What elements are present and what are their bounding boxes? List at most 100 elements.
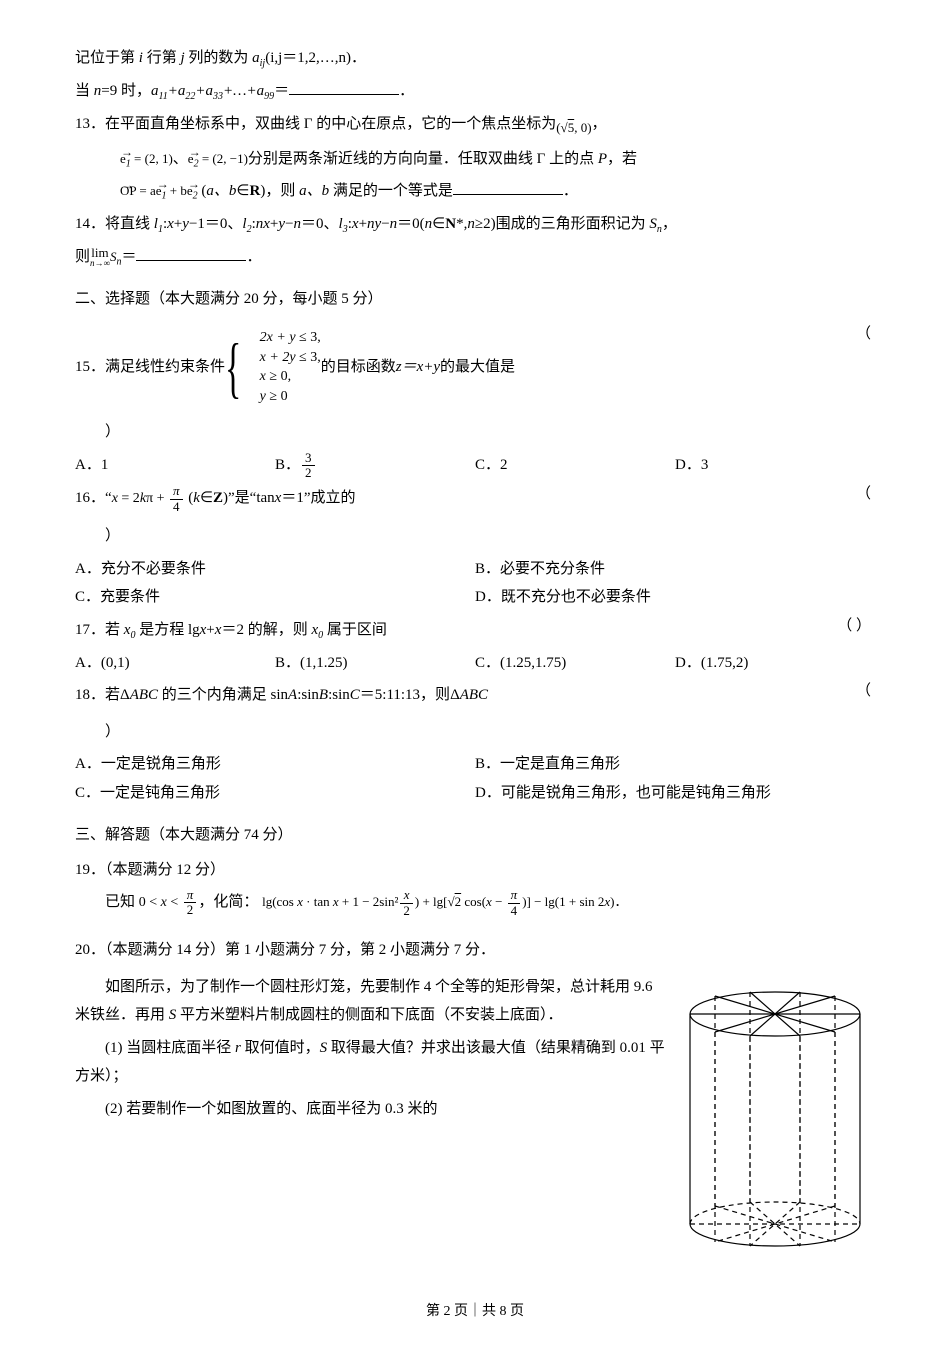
- comma: ，: [662, 216, 677, 232]
- constraint-system: { 2x + y ≤ 3, x + 2y ≤ 3, x ≥ 0, y ≥ 0: [225, 328, 321, 406]
- q20-sub1: (1) 当圆柱底面半径 r 取何值时，S 取得最大值？并求出该最大值（结果精确到…: [75, 1034, 665, 1091]
- q20-title: 20．（本题满分 14 分）第 1 小题满分 7 分，第 2 小题满分 7 分．: [75, 936, 875, 965]
- text: 当: [75, 83, 94, 99]
- q20-sub2: (2) 若要制作一个如图放置的、底面半径为 0.3 米的: [75, 1095, 665, 1124]
- choice-B: B．32: [275, 451, 475, 481]
- text: ．: [351, 50, 366, 66]
- eq1: :x+y−1＝0、: [163, 216, 242, 232]
- text: ∈: [432, 216, 445, 232]
- q15-line: 15．满足线性约束条件 { 2x + y ≤ 3, x + 2y ≤ 3, x …: [75, 324, 831, 410]
- text: ＝5:11:13，则: [360, 687, 450, 703]
- x03: x0: [311, 622, 323, 638]
- Sn2: Sn: [110, 249, 122, 264]
- text: )，则: [260, 183, 299, 199]
- q15-choices: A．1 B．32 C．2 D．3: [75, 451, 875, 481]
- choice-A: A．1: [75, 451, 275, 481]
- text: 已知: [105, 894, 139, 910]
- text: 将直线: [105, 216, 154, 232]
- eq2: :nx+y−n＝0、: [252, 216, 339, 232]
- x-eq: x = 2kπ +: [112, 492, 168, 507]
- P: P: [598, 151, 607, 167]
- quote: “: [105, 491, 112, 507]
- n2: n: [467, 216, 475, 232]
- text: 是方程 lg: [135, 622, 199, 638]
- tri: ΔABC: [120, 687, 158, 703]
- q-num: 19．: [75, 862, 105, 878]
- q17-choices: A．(0,1) B．(1,1.25) C．(1.25,1.75) D．(1.75…: [75, 649, 875, 678]
- text: *,: [456, 216, 467, 232]
- q13: 13．在平面直角坐标系中，双曲线 Γ 的中心在原点，它的一个焦点坐标为(√5, …: [75, 110, 875, 141]
- q18: 18．若ΔABC 的三个内角满足 sinA:sinB:sinC＝5:11:13，…: [75, 677, 875, 714]
- q18-paren-close: ）: [75, 718, 875, 747]
- title: （本题满分 14 分）第 1 小题满分 7 分，第 2 小题满分 7 分．: [105, 942, 495, 958]
- text: 的三个内角满足 sin: [158, 687, 288, 703]
- l3: l3: [339, 216, 348, 232]
- lim: limn→∞: [90, 246, 110, 268]
- N: N: [445, 216, 456, 232]
- C: C: [350, 687, 360, 703]
- q-num: 18．: [75, 687, 105, 703]
- text: :sin: [328, 687, 350, 703]
- text: 若: [105, 622, 124, 638]
- e1: →e1 = (2, 1): [120, 151, 173, 166]
- R: R: [250, 183, 261, 199]
- q-num: 15．: [75, 353, 105, 382]
- choice-B: B．必要不充分条件: [475, 555, 875, 584]
- l1: l1: [154, 216, 163, 232]
- q-num: 14．: [75, 216, 105, 232]
- eq: ＝: [121, 249, 136, 265]
- period: ．: [563, 183, 578, 199]
- text: ＝2 的解，则: [221, 622, 311, 638]
- eq3: :x+ny−n＝0(: [348, 216, 425, 232]
- ab2: a、b: [299, 183, 329, 199]
- paren-open: （: [831, 480, 875, 509]
- cylinder-figure: [675, 969, 875, 1270]
- q-num: 13．: [75, 116, 105, 132]
- choice-A: A．一定是锐角三角形: [75, 750, 475, 779]
- tri2: ΔABC: [450, 687, 488, 703]
- z-eq: z＝x+y: [396, 353, 440, 382]
- text: ．: [399, 83, 414, 99]
- text: ，: [592, 116, 607, 132]
- blank: [289, 79, 399, 95]
- paren: （ ）: [791, 612, 875, 641]
- choice-C: C．2: [475, 451, 675, 481]
- aij: aij: [252, 50, 265, 66]
- text: 若: [105, 687, 120, 703]
- choice-C: C．一定是钝角三角形: [75, 779, 475, 808]
- choice-D: D．(1.75,2): [675, 649, 875, 678]
- choice-C: C．(1.25,1.75): [475, 649, 675, 678]
- choice-C: C．充要条件: [75, 583, 475, 612]
- q-num: 16．: [75, 491, 105, 507]
- c4: y ≥ 0: [260, 387, 321, 407]
- blank: [453, 179, 563, 195]
- text: 分别是两条渐近线的方向向量．任取双曲线 Γ 上的点: [248, 151, 598, 167]
- choice-A: A．充分不必要条件: [75, 555, 475, 584]
- text: ，化简：: [198, 894, 258, 910]
- sep: 、: [173, 151, 188, 167]
- text: =9 时，: [101, 83, 151, 99]
- q14: 14．将直线 l1:x+y−1＝0、l2:nx+y−n＝0、l3:x+ny−n＝…: [75, 210, 875, 239]
- q16-choices-2: C．充要条件 D．既不充分也不必要条件: [75, 583, 875, 612]
- focus: (√5, 0): [556, 120, 591, 135]
- c3: x ≥ 0,: [260, 367, 321, 387]
- cond: 0 < x <: [139, 895, 182, 910]
- paren-open: （: [831, 677, 875, 706]
- text: 满足的一个等式是: [329, 183, 453, 199]
- page-footer: 第 2 页｜共 8 页: [75, 1299, 875, 1326]
- text: 属于区间: [323, 622, 387, 638]
- text: 的目标函数: [321, 353, 396, 382]
- text: :sin: [297, 687, 319, 703]
- blank: [136, 245, 246, 261]
- eq1: ＝1”成立的: [281, 491, 355, 507]
- A: A: [288, 687, 297, 703]
- q15-paren-close: ）: [75, 418, 875, 447]
- text: +: [206, 622, 214, 638]
- text: ，若: [607, 151, 637, 167]
- ab: a、b: [206, 183, 236, 199]
- q16: 16．“x = 2kπ + π4 (k∈Z)”是“tanx＝1”成立的 （: [75, 480, 875, 518]
- section-2-title: 二、选择题（本大题满分 20 分，每小题 5 分）: [75, 285, 875, 314]
- Sn: Sn: [649, 216, 662, 232]
- title: （本题满分 12 分）: [105, 862, 225, 878]
- choice-B: B．一定是直角三角形: [475, 750, 875, 779]
